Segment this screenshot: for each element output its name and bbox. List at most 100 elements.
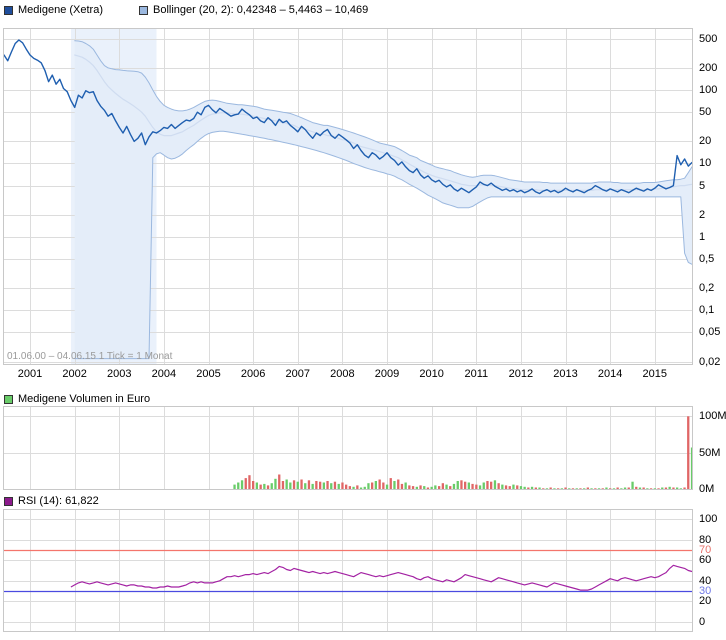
- volume-bar: [415, 486, 418, 489]
- volume-bar: [423, 486, 426, 489]
- volume-bar: [389, 478, 392, 489]
- volume-bar: [285, 479, 288, 489]
- volume-bar: [319, 481, 322, 489]
- legend-item-volume[interactable]: Medigene Volumen in Euro: [4, 393, 150, 405]
- rsi-chart-plot[interactable]: [3, 509, 693, 632]
- square-swatch-icon: [4, 496, 13, 506]
- axis-tick-label: 0: [699, 616, 706, 628]
- volume-bar: [359, 487, 363, 489]
- volume-bar: [493, 480, 497, 489]
- volume-bar: [345, 484, 348, 489]
- volume-bar: [579, 488, 582, 490]
- volume-bar: [352, 486, 355, 489]
- price-chart-plot[interactable]: [3, 28, 693, 365]
- legend-item-bollinger[interactable]: Bollinger (20, 2): 0,42348 – 5,4463 – 10…: [139, 4, 368, 16]
- volume-bar: [296, 481, 299, 489]
- volume-bar: [460, 480, 463, 489]
- volume-bar: [504, 485, 508, 489]
- volume-bar: [568, 488, 571, 490]
- volume-bar: [676, 487, 679, 489]
- x-axis-year-label: 2005: [196, 368, 221, 380]
- volume-bar: [456, 481, 459, 489]
- volume-bar: [646, 488, 649, 490]
- x-axis-year-label: 2009: [374, 368, 400, 380]
- x-axis-year-label: 2010: [419, 368, 444, 380]
- volume-bar: [575, 488, 578, 490]
- volume-bar: [557, 488, 560, 490]
- volume-bar: [252, 481, 255, 489]
- volume-chart-panel[interactable]: [3, 406, 693, 490]
- volume-bar: [467, 482, 470, 489]
- volume-bar: [649, 488, 653, 490]
- rsi-chart-panel[interactable]: [3, 509, 693, 632]
- volume-bar: [248, 475, 251, 489]
- axis-tick-label: 50M: [699, 446, 721, 459]
- volume-bar: [307, 480, 311, 489]
- volume-bar: [594, 488, 597, 490]
- date-range-caption: 01.06.00 – 04.06.15 1 Tick = 1 Monat: [7, 351, 173, 362]
- volume-bar: [438, 486, 441, 489]
- x-axis-year-label: 2008: [330, 368, 355, 380]
- axis-tick-label: 40: [699, 574, 712, 587]
- volume-bar: [545, 488, 549, 490]
- legend-label-bollinger: Bollinger (20, 2): 0,42348 – 5,4463 – 10…: [153, 4, 369, 16]
- volume-bar: [560, 488, 563, 490]
- volume-bar: [330, 483, 333, 489]
- square-swatch-icon: [4, 5, 13, 15]
- volume-bar: [661, 487, 664, 489]
- volume-bar: [631, 481, 634, 489]
- volume-bar: [311, 483, 314, 489]
- volume-bar: [475, 484, 478, 489]
- x-axis-year-label: 2003: [107, 368, 132, 380]
- axis-tick-label: 20: [699, 595, 712, 608]
- volume-bar: [527, 487, 530, 489]
- volume-bar: [356, 485, 359, 489]
- volume-bar: [542, 488, 545, 490]
- volume-bar: [411, 486, 415, 489]
- volume-bar: [597, 488, 601, 490]
- volume-bar: [523, 486, 526, 489]
- axis-tick-label: 2: [699, 208, 706, 221]
- axis-tick-label: 50: [699, 106, 712, 119]
- volume-bar: [471, 483, 474, 489]
- volume-bar: [638, 487, 642, 489]
- volume-bar: [337, 483, 340, 489]
- volume-bar: [341, 482, 344, 489]
- volume-bar: [668, 486, 671, 489]
- axis-tick-label: 200: [699, 61, 718, 74]
- legend-item-medigene[interactable]: Medigene (Xetra): [4, 4, 103, 16]
- volume-bar: [672, 487, 675, 489]
- volume-bar: [482, 482, 485, 489]
- volume-bar: [315, 481, 318, 489]
- axis-tick-label: 60: [699, 554, 712, 567]
- volume-bar: [553, 488, 556, 490]
- volume-bar: [363, 486, 366, 489]
- volume-bar: [385, 484, 389, 489]
- volume-bar: [586, 487, 589, 489]
- price-chart-panel[interactable]: [3, 28, 693, 365]
- volume-bar: [683, 487, 686, 489]
- axis-tick-label: 1: [699, 230, 706, 243]
- x-axis-year-label: 2002: [62, 368, 87, 380]
- axis-tick-label: 100M: [699, 410, 726, 423]
- volume-bar: [419, 485, 422, 489]
- rsi-panel-legend: RSI (14): 61,822: [4, 495, 99, 507]
- legend-item-rsi[interactable]: RSI (14): 61,822: [4, 495, 99, 507]
- volume-bar: [657, 488, 660, 490]
- axis-tick-label: 30: [699, 585, 712, 598]
- volume-bar: [445, 484, 448, 489]
- x-axis-year-label: 2012: [508, 368, 534, 380]
- volume-bar: [397, 479, 400, 489]
- volume-bar: [452, 483, 456, 489]
- volume-bar: [300, 479, 303, 489]
- volume-bar: [490, 481, 493, 489]
- volume-bar: [292, 480, 296, 489]
- volume-chart-plot[interactable]: [3, 406, 693, 490]
- volume-bar: [259, 484, 262, 489]
- volume-bar: [516, 485, 519, 489]
- legend-label-rsi: RSI (14): 61,822: [18, 495, 99, 507]
- volume-bar: [408, 485, 411, 489]
- x-axis-year-label: 2013: [553, 368, 578, 380]
- volume-bar: [289, 482, 292, 489]
- volume-bar: [434, 485, 437, 489]
